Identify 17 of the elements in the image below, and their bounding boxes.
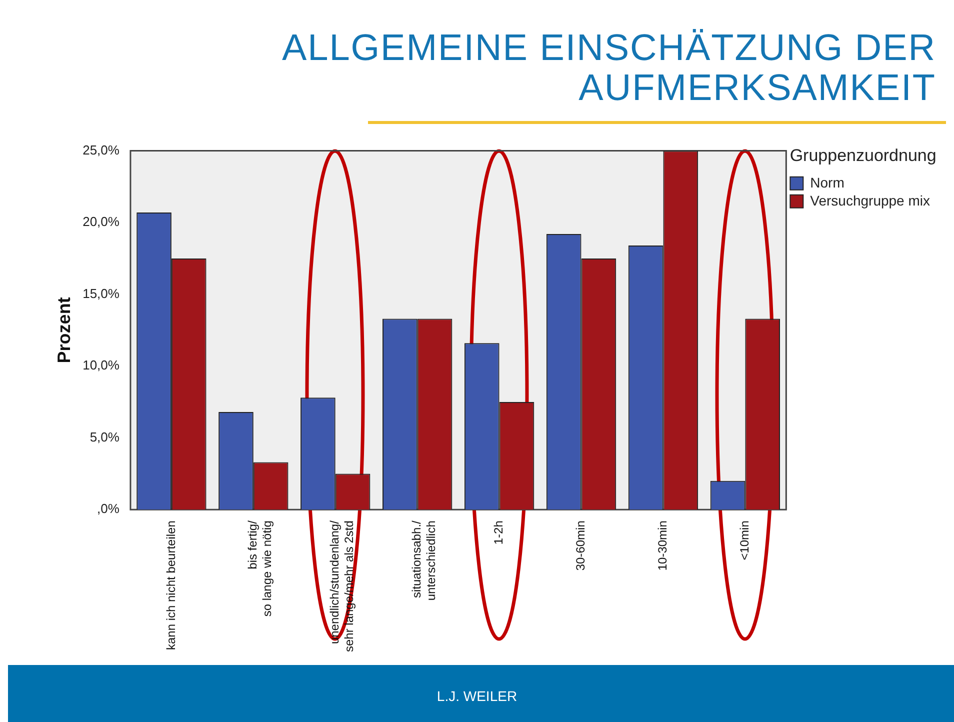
x-tick-label: 30-60min [574,520,588,571]
y-tick-label: 25,0% [82,142,120,158]
y-tick-label: 5,0% [90,429,120,444]
x-tick-label: <10min [737,520,752,560]
x-tick-label: 10-30min [656,520,670,571]
y-tick-label: ,0% [97,501,120,516]
y-tick-label: 15,0% [82,286,120,301]
y-tick-label: 20,0% [82,214,120,230]
legend-label: Versuchgruppe mix [810,192,930,208]
text: L.J. WEILER [436,688,518,704]
chart-title: ALLGEMEINE EINSCHÄTZUNG DER AUFMERKSAMKEIT [280,27,936,108]
y-axis-title: Prozent [54,297,74,364]
y-tick-label: 10,0% [82,358,120,373]
legend-title: Gruppenzuordnung [790,146,936,166]
x-tick-label: 1-2h [492,520,506,545]
legend-label: Norm [810,174,844,190]
x-tick-label: kann ich nicht beurteilen [164,520,178,650]
